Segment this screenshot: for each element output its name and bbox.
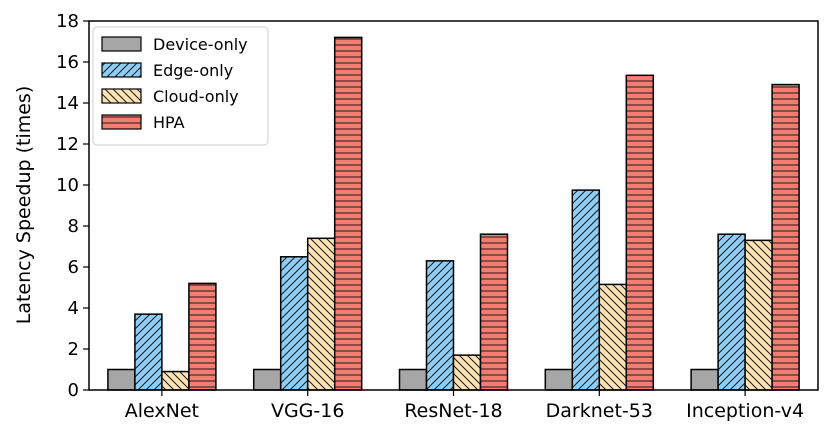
legend-swatch-edge-only <box>101 62 142 78</box>
bar-device-only-darknet-53 <box>544 368 574 391</box>
y-tick-label: 8 <box>68 216 79 237</box>
legend-label: Cloud-only <box>153 87 239 106</box>
legend-swatch-cloud-only <box>101 88 142 104</box>
bar-cloud-only-vgg-16 <box>306 237 336 391</box>
x-tick-label: ResNet-18 <box>404 400 502 422</box>
y-tick-label: 4 <box>68 298 79 319</box>
bar-edge-only-darknet-53 <box>571 189 601 391</box>
y-axis-title: Latency Speedup (times) <box>13 86 35 325</box>
legend: Device-only Edge-only Cloud-only HPA <box>92 26 269 146</box>
bar-device-only-vgg-16 <box>252 368 282 391</box>
legend-label: Device-only <box>153 35 248 54</box>
legend-label: HPA <box>153 113 185 132</box>
y-tick-label: 18 <box>56 11 79 32</box>
y-tick-label: 0 <box>68 380 79 401</box>
bar-edge-only-inception-v4 <box>717 233 746 391</box>
legend-label: Edge-only <box>153 61 233 80</box>
y-tick-label: 2 <box>68 339 79 360</box>
bar-cloud-only-darknet-53 <box>598 283 628 391</box>
bar-device-only-alexnet <box>107 368 136 391</box>
y-tick-label: 14 <box>56 93 79 114</box>
bar-cloud-only-alexnet <box>161 370 190 391</box>
bar-hpa-darknet-53 <box>625 74 655 391</box>
y-tick-label: 16 <box>56 52 79 73</box>
y-tick-label: 10 <box>56 175 79 196</box>
legend-swatch-hpa <box>101 114 142 130</box>
bar-hpa-alexnet <box>188 282 217 391</box>
x-tick-label: Darknet-53 <box>546 400 653 422</box>
bar-cloud-only-inception-v4 <box>744 239 773 391</box>
bar-hpa-inception-v4 <box>771 83 800 391</box>
x-tick-label: VGG-16 <box>271 400 344 422</box>
plot-frame <box>88 20 819 391</box>
bar-device-only-resnet-18 <box>398 368 428 391</box>
bar-edge-only-vgg-16 <box>279 256 309 391</box>
x-tick-label: Inception-v4 <box>686 400 804 422</box>
bar-cloud-only-resnet-18 <box>452 354 482 391</box>
bar-hpa-resnet-18 <box>479 233 509 391</box>
bar-hpa-vgg-16 <box>333 36 363 391</box>
y-tick-label: 12 <box>56 134 79 155</box>
bar-edge-only-alexnet <box>134 313 163 391</box>
bar-device-only-inception-v4 <box>690 368 719 391</box>
legend-swatch-device-only <box>101 36 142 52</box>
y-tick-label: 6 <box>68 257 79 278</box>
bar-edge-only-resnet-18 <box>425 260 455 391</box>
x-tick-label: AlexNet <box>125 400 199 422</box>
